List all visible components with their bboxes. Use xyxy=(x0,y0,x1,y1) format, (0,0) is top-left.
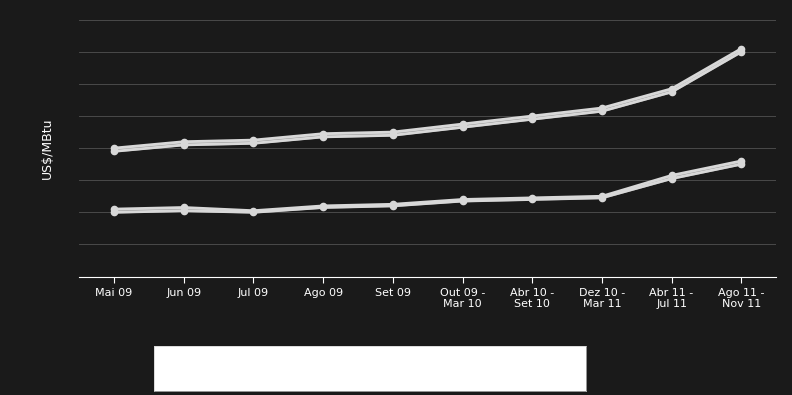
Y-axis label: US$/MBtu: US$/MBtu xyxy=(40,117,54,179)
